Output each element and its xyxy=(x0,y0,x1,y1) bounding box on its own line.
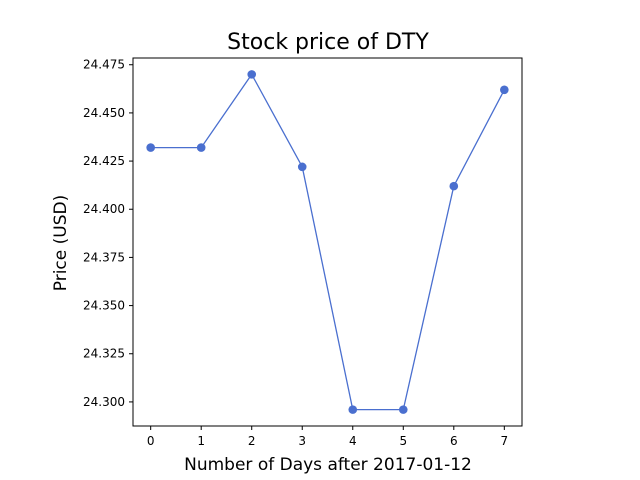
x-tick-label: 3 xyxy=(298,434,306,448)
series-line xyxy=(150,73,505,411)
x-tick-label: 2 xyxy=(248,434,256,448)
x-tick-label: 6 xyxy=(450,434,458,448)
x-axis-label: Number of Days after 2017-01-12 xyxy=(184,455,472,475)
x-tick-label: 0 xyxy=(147,434,155,448)
chart-title: Stock price of DTY xyxy=(227,30,429,55)
y-tick-label: 24.425 xyxy=(83,154,125,168)
data-point xyxy=(398,405,408,414)
y-tick-label: 24.325 xyxy=(83,347,125,361)
plot-area: 0 1 2 3 4 5 6 7 24.300 24.325 24.350 24.375 24.400 24… xyxy=(83,57,523,448)
data-point xyxy=(146,143,155,152)
y-tick-label: 24.375 xyxy=(83,250,125,264)
data-point xyxy=(247,70,257,79)
x-tick-label: 7 xyxy=(500,434,508,448)
data-point xyxy=(500,85,509,95)
y-tick-label: 24.400 xyxy=(83,202,125,216)
y-tick-label: 24.450 xyxy=(83,106,125,120)
plot-frame xyxy=(132,57,523,427)
y-axis-label: Price (USD) xyxy=(51,195,71,291)
x-tick-label: 1 xyxy=(197,434,205,448)
data-point xyxy=(196,143,206,152)
y-tick-label: 24.350 xyxy=(83,299,125,313)
data-point xyxy=(297,162,307,172)
x-tick-label: 4 xyxy=(349,434,357,448)
data-point xyxy=(348,405,358,414)
y-tick-label: 24.300 xyxy=(83,395,125,409)
data-point xyxy=(449,181,459,191)
y-tick-label: 24.475 xyxy=(83,58,125,72)
x-tick-label: 5 xyxy=(399,434,407,448)
